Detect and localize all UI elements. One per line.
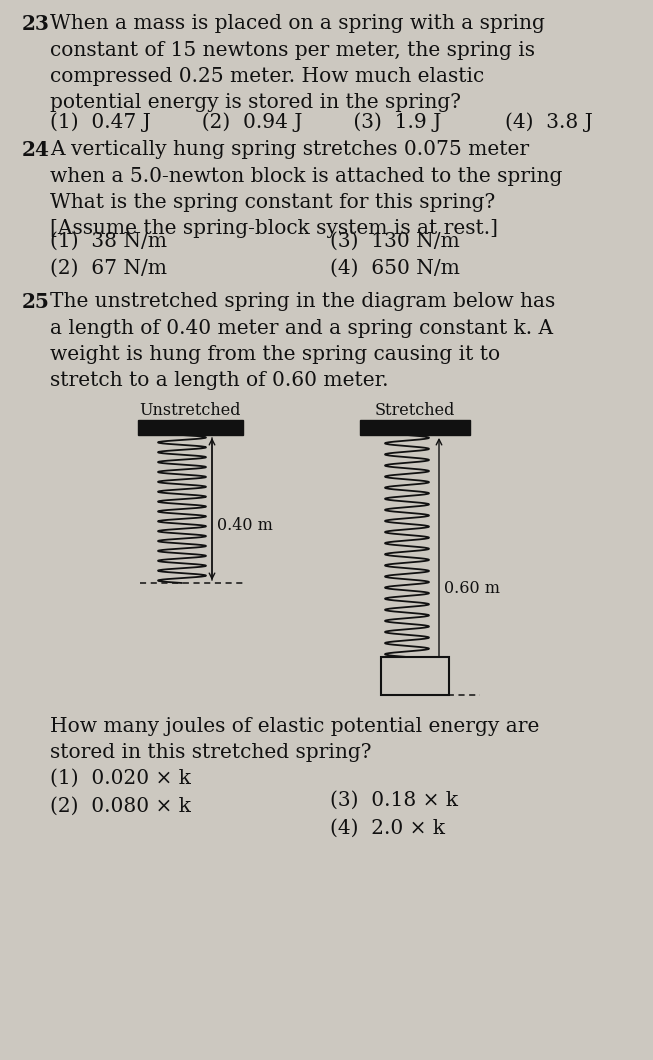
Bar (138, 420, 242, 435)
Text: When a mass is placed on a spring with a spring
constant of 15 newtons per meter: When a mass is placed on a spring with a… (50, 14, 545, 112)
Text: 25: 25 (22, 292, 50, 312)
Text: (1)  0.47 J        (2)  0.94 J        (3)  1.9 J          (4)  3.8 J: (1) 0.47 J (2) 0.94 J (3) 1.9 J (4) 3.8 … (50, 112, 593, 131)
Text: (3)  130 N/m
(4)  650 N/m: (3) 130 N/m (4) 650 N/m (330, 232, 460, 278)
Text: (3)  0.18 × k
(4)  2.0 × k: (3) 0.18 × k (4) 2.0 × k (330, 791, 458, 838)
Text: Weight: Weight (387, 668, 443, 685)
Text: (1)  0.020 × k
(2)  0.080 × k: (1) 0.020 × k (2) 0.080 × k (50, 768, 191, 816)
Text: Stretched: Stretched (375, 402, 455, 419)
Bar (381, 657, 449, 695)
Text: (1)  38 N/m
(2)  67 N/m: (1) 38 N/m (2) 67 N/m (50, 232, 167, 278)
Text: 0.60 m: 0.60 m (444, 580, 500, 597)
Text: Unstretched: Unstretched (139, 402, 241, 419)
Text: The unstretched spring in the diagram below has
a length of 0.40 meter and a spr: The unstretched spring in the diagram be… (50, 292, 555, 390)
Text: 0.40 m: 0.40 m (217, 517, 273, 534)
Text: A vertically hung spring stretches 0.075 meter
when a 5.0-newton block is attach: A vertically hung spring stretches 0.075… (50, 140, 562, 238)
Text: How many joules of elastic potential energy are
stored in this stretched spring?: How many joules of elastic potential ene… (50, 717, 539, 762)
Bar (360, 420, 470, 435)
Text: 24: 24 (22, 140, 50, 160)
Text: 23: 23 (22, 14, 50, 34)
